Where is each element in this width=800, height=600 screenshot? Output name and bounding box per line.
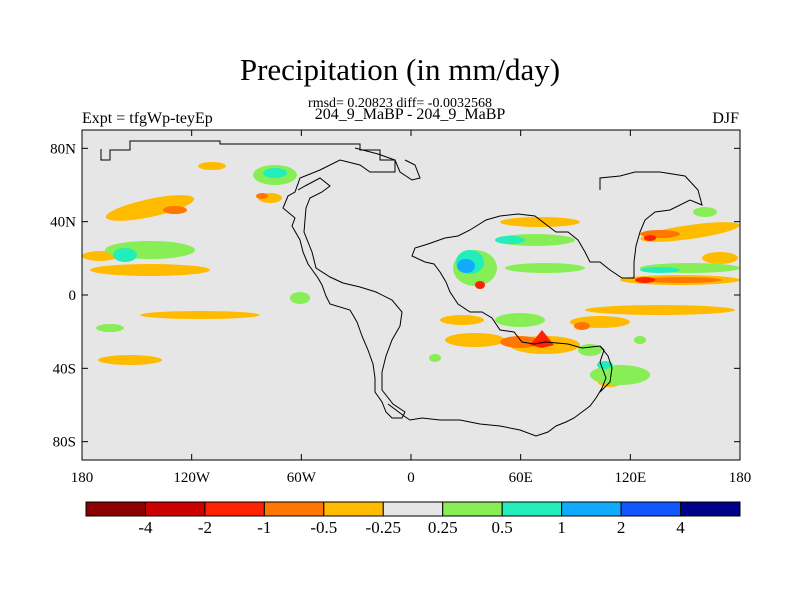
colorbar-label: -4 [138,518,153,537]
anomaly-patch [140,311,260,319]
anomaly-patch [578,344,602,356]
colorbar-swatch [323,501,384,517]
anomaly-patch [163,206,187,214]
colorbar-swatch [204,501,265,517]
chart-title: Precipitation (in mm/day) [239,52,561,87]
anomaly-patch [90,264,210,276]
anomaly-patch [597,361,613,369]
coastline-australia [599,345,613,393]
colorbar-swatch [680,501,741,517]
anomaly-patch [256,193,268,199]
coastline-eurasia-africa [387,171,703,437]
x-tick-label: 180 [71,470,94,486]
anomaly-patch [429,354,441,362]
coastline-americas [100,140,406,419]
anomaly-patch [500,217,580,227]
anomaly-patch [445,333,505,347]
colorbar-label: -0.25 [366,518,401,537]
colorbar-swatch [620,501,682,517]
y-tick-label: 80N [50,141,76,157]
anomaly-patch [105,195,195,221]
anomaly-patch [263,168,287,178]
coastline-greenland [354,147,421,181]
chart-subtitle: 204_9_MaBP - 204_9_MaBP [314,106,506,123]
anomaly-patch [585,305,735,315]
anomaly-patch [590,365,650,385]
colorbar-label: -1 [257,518,271,537]
y-tick-label: 80S [53,435,76,451]
anomaly-patch [98,355,162,365]
anomaly-patch [495,313,545,327]
anomaly-patch [457,259,475,273]
anomaly-patch [642,277,722,283]
anomaly-patch [693,207,717,217]
anomaly-patch [505,263,585,273]
anomaly-patch [475,281,485,289]
colorbar-swatch [263,501,325,517]
anomaly-patch [440,315,484,325]
anomaly-fills [82,162,740,387]
anomaly-patch [290,292,310,304]
anomaly-patch [702,252,738,264]
experiment-label: Expt = tfgWp-teyEp [82,110,213,127]
anomaly-patch [113,248,137,262]
x-tick-label: 0 [407,470,415,486]
colorbar-label: -0.5 [310,518,337,537]
season-label: DJF [712,110,739,127]
anomaly-patch [96,324,124,332]
colorbar-swatch [442,501,503,517]
colorbar-swatch [85,501,146,517]
x-tick-label: 60E [509,470,533,486]
y-tick-label: 0 [69,288,77,304]
x-tick-label: 180 [729,470,752,486]
colorbar-label: -2 [198,518,212,537]
colorbar-swatch [501,501,563,517]
x-tick-label: 120E [614,470,646,486]
colorbar-label: 0.25 [428,518,458,537]
map-background [82,130,740,460]
colorbar-label: 0.5 [492,518,513,537]
anomaly-patch [495,236,525,244]
colorbar-swatch [144,501,206,517]
colorbar-swatch [561,501,622,517]
coastlines [100,140,703,437]
anomaly-patch [644,235,656,241]
anomaly-patch [574,322,590,330]
x-tick-label: 60W [287,470,317,486]
x-tick-label: 120W [173,470,211,486]
colorbar-swatch [382,501,444,517]
anomaly-patch [640,267,680,273]
axes: 180 120W 60W 0 60E 120E 180 80N 40N 0 40S 80S [50,130,751,486]
colorbar-label: 1 [557,518,566,537]
colorbar-label: 4 [676,518,685,537]
anomaly-patch [635,277,655,283]
stats-line: rmsd= 0.20823 diff= -0.0032568 [308,96,492,111]
y-tick-label: 40S [53,361,76,377]
y-tick-label: 40N [50,215,76,231]
anomaly-patch [634,336,646,344]
colorbar-label: 2 [617,518,626,537]
colorbar: -4 -2 -1 -0.5 -0.25 0.25 0.5 1 2 4 [85,501,741,537]
anomaly-patch [198,162,226,170]
